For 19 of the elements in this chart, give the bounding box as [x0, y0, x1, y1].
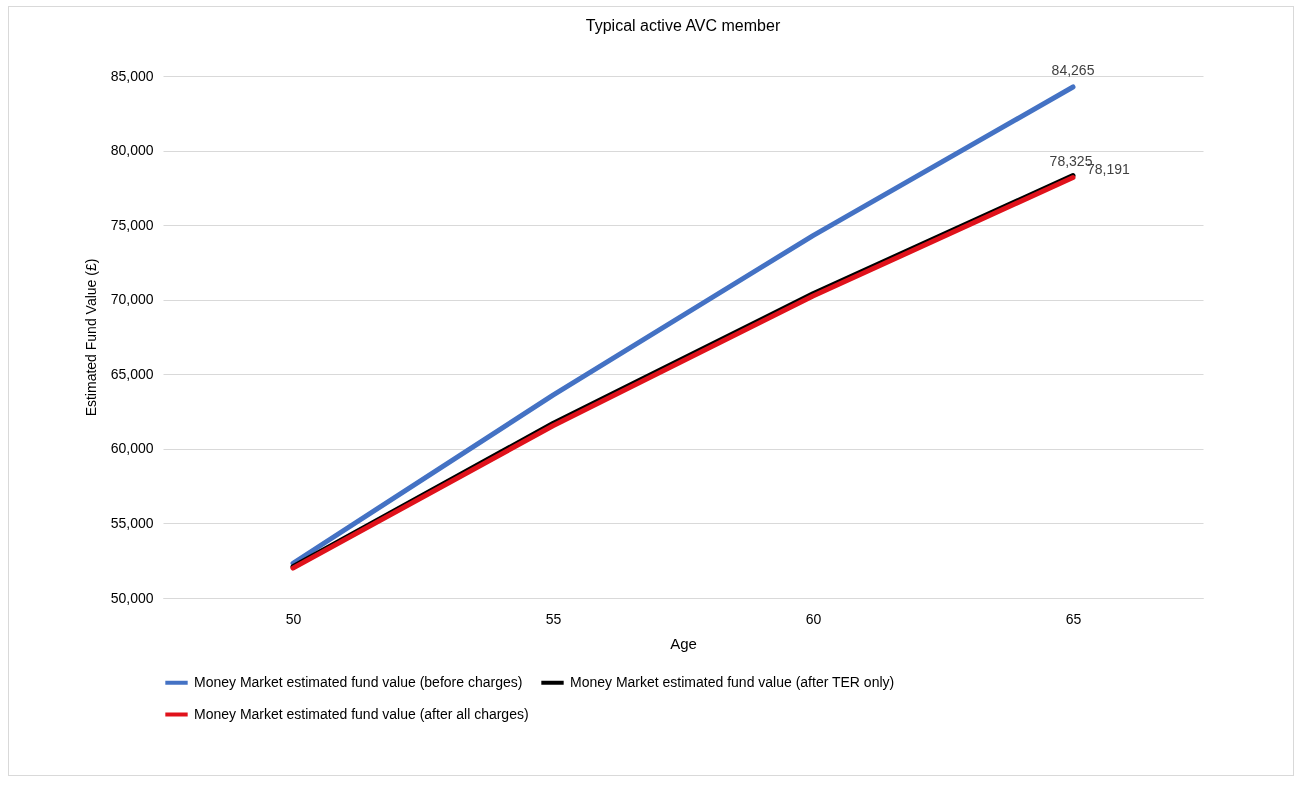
x-tick-label: 65 — [1065, 610, 1082, 627]
y-axis-title: Estimated Fund Value (£) — [82, 258, 99, 417]
y-tick-label: 60,000 — [110, 440, 154, 457]
x-tick-label: 50 — [285, 610, 302, 627]
legend-label: Money Market estimated fund value (before charges) — [194, 673, 523, 690]
x-tick-label: 60 — [805, 610, 822, 627]
x-tick-label: 55 — [545, 610, 562, 627]
y-tick-label: 70,000 — [110, 291, 154, 308]
y-tick-label: 50,000 — [110, 589, 154, 606]
data-label: 84,265 — [1051, 61, 1095, 78]
chart-title: Typical active AVC member — [585, 16, 781, 34]
legend-label: Money Market estimated fund value (after all charges) — [194, 705, 529, 722]
y-tick-label: 75,000 — [110, 216, 154, 233]
y-tick-label: 55,000 — [110, 514, 154, 531]
y-tick-label: 80,000 — [110, 142, 154, 159]
y-tick-label: 65,000 — [110, 365, 154, 382]
legend-label: Money Market estimated fund value (after TER only) — [570, 673, 895, 690]
y-tick-label: 85,000 — [110, 67, 154, 84]
x-axis-title: Age — [670, 634, 697, 652]
